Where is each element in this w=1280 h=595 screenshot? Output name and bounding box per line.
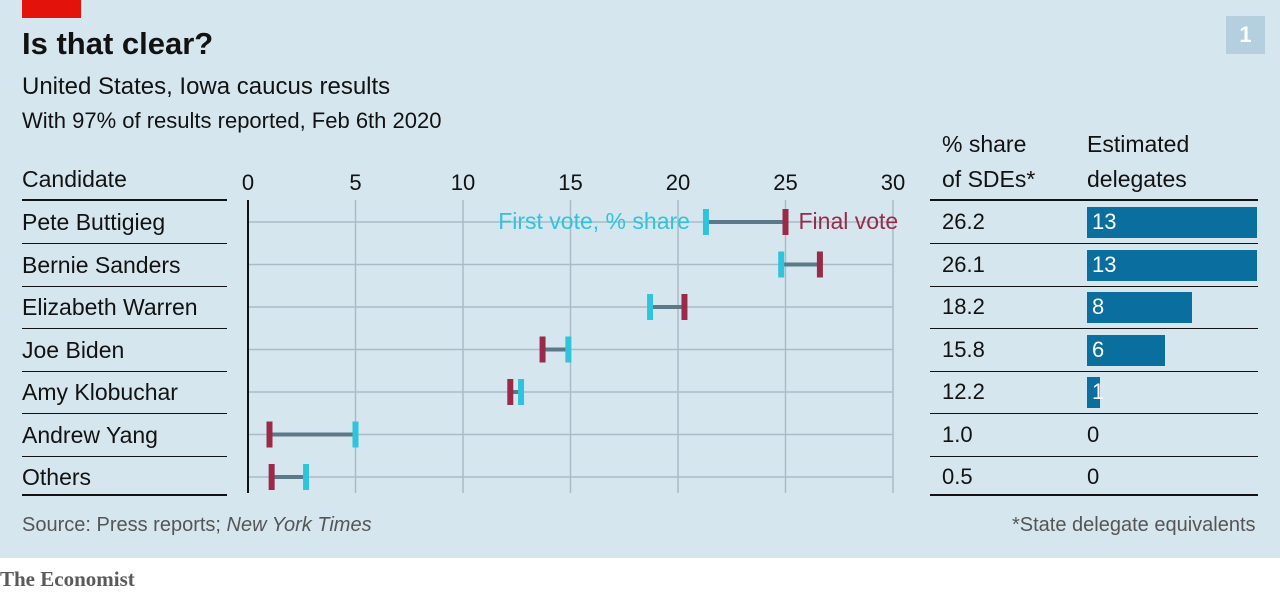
delegates-bar: 6 [1087, 334, 1166, 366]
delegates-bar: 8 [1087, 292, 1192, 323]
economist-logo: The Economist [0, 567, 135, 591]
final-vote-mark [268, 464, 275, 490]
sde-share-value: 26.2 [942, 209, 985, 234]
header-delegates-line2: delegates [1087, 166, 1187, 192]
footnote: *State delegate equivalents [1012, 514, 1256, 536]
row-separator [930, 328, 1258, 329]
row-separator [930, 243, 1258, 244]
annotation-final-vote: Final vote [799, 208, 899, 234]
candidate-name: Elizabeth Warren [22, 294, 198, 320]
first-vote-mark [647, 294, 654, 320]
first-vote-mark [303, 464, 310, 490]
sde-share-value: 0.5 [942, 464, 973, 489]
delegates-bar-label: 1 [1092, 379, 1105, 404]
sde-share-value: 12.2 [942, 379, 985, 404]
delegates-bar-label: 13 [1092, 251, 1117, 277]
header-sde-line2: of SDEs* [942, 166, 1036, 192]
candidate-name: Joe Biden [22, 336, 125, 363]
final-vote-mark [816, 251, 823, 278]
delegates-value: 0 [1087, 464, 1100, 489]
source-prefix: Source: Press reports; [22, 514, 227, 536]
delegates-bar-label: 8 [1092, 294, 1105, 319]
final-vote-mark [782, 209, 789, 235]
row-separator [930, 413, 1258, 414]
header-rule-candidate [22, 199, 227, 201]
source-italic: New York Times [226, 514, 372, 536]
annotation-first-vote: First vote, % share [498, 208, 690, 234]
row-separator [22, 285, 227, 287]
final-vote-mark [539, 336, 546, 363]
first-vote-mark [518, 379, 525, 405]
row-separator [930, 285, 1258, 287]
row-separator [22, 413, 227, 414]
chart-number-badge: 1 [1226, 16, 1265, 54]
first-vote-mark [702, 209, 709, 235]
chart-panel [0, 0, 1280, 558]
row-separator [930, 455, 1258, 457]
sde-share-value: 18.2 [942, 294, 985, 319]
x-tick-label: 30 [881, 170, 905, 195]
final-vote-mark [507, 379, 514, 405]
final-vote-mark [266, 421, 273, 448]
delegates-bar: 13 [1087, 207, 1257, 238]
x-tick-label: 20 [666, 170, 690, 195]
x-tick-label: 15 [558, 170, 582, 195]
header-sde-line1: % share [942, 131, 1027, 157]
delegates-bar: 13 [1087, 249, 1257, 281]
candidate-name: Others [22, 464, 92, 490]
sde-share-value: 1.0 [942, 421, 973, 447]
delegates-value: 0 [1087, 421, 1100, 447]
first-vote-mark [778, 251, 785, 278]
dumbbell-plot: 0 5 10 15 20 25 30 First vote, % share Final v… [242, 170, 905, 493]
chart-subsubtitle: With 97% of results reported, Feb 6th 20… [22, 108, 442, 133]
sde-share-value: 15.8 [942, 336, 985, 362]
bottom-rule-table [930, 494, 1258, 496]
delegates-bar-label: 13 [1092, 209, 1117, 234]
source-note: Source: Press reports; New York Times [22, 514, 372, 537]
first-vote-mark [352, 421, 359, 448]
row-separator [22, 328, 227, 329]
final-vote-mark [681, 294, 688, 320]
candidate-name: Pete Buttigieg [22, 209, 166, 235]
header-delegates-line1: Estimated [1087, 131, 1190, 157]
header-candidate: Candidate [22, 166, 127, 192]
bottom-rule-candidate [22, 494, 227, 496]
brand-red-tab [22, 0, 81, 18]
row-separator [22, 370, 227, 372]
row-separator [22, 455, 227, 457]
x-tick-label: 25 [773, 170, 797, 195]
x-tick-label: 5 [349, 170, 361, 195]
first-vote-mark [565, 336, 572, 363]
header-rule-table [930, 199, 1258, 201]
delegates-bar: 1 [1087, 377, 1104, 408]
delegates-bar-label: 6 [1092, 336, 1105, 362]
chart-title: Is that clear? [22, 26, 214, 61]
candidate-name: Bernie Sanders [22, 251, 181, 278]
row-separator [22, 243, 227, 244]
row-separator [930, 370, 1258, 372]
candidate-name: Andrew Yang [22, 421, 158, 448]
sde-share-value: 26.1 [942, 251, 985, 277]
x-tick-label: 0 [242, 170, 254, 195]
candidate-name: Amy Klobuchar [22, 379, 178, 405]
chart-subtitle: United States, Iowa caucus results [22, 73, 391, 100]
x-tick-label: 10 [451, 170, 475, 195]
